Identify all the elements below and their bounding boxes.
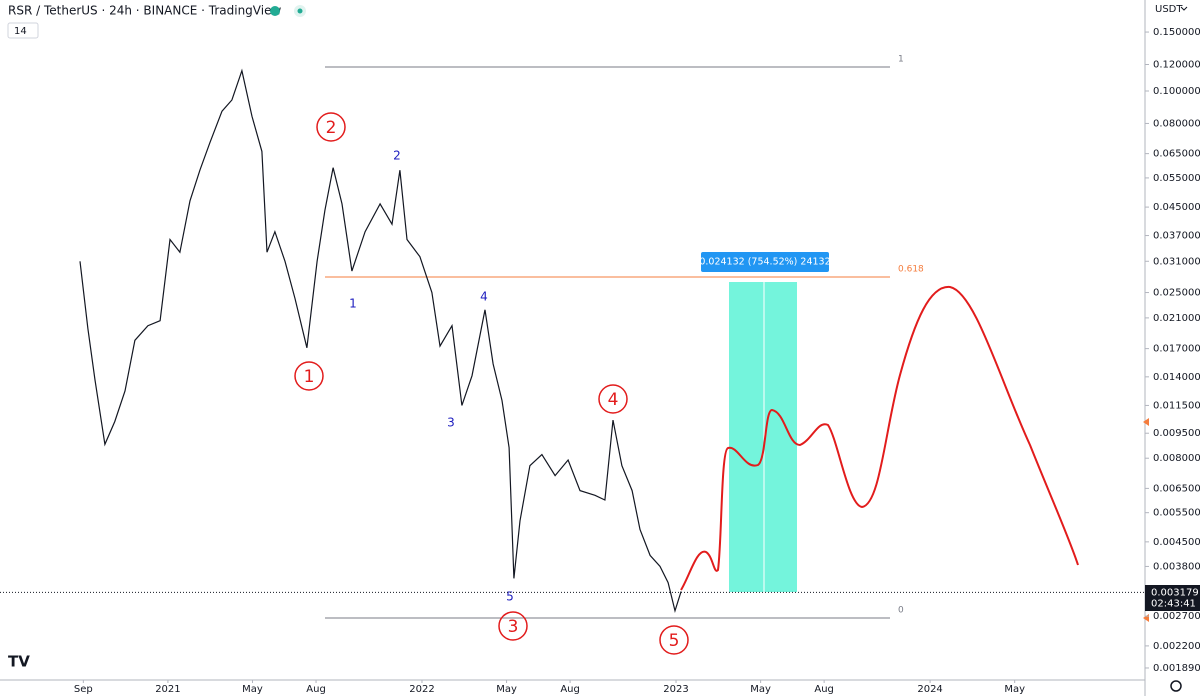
measure-label: 0.024132 (754.52%) 24132 [699,257,830,268]
x-tick-label: Aug [814,684,834,695]
currency-caret [1180,6,1188,11]
symbol-title[interactable]: RSR / TetherUS · 24h · BINANCE · Trading… [8,4,281,18]
y-tick-label: 0.150000 [1153,27,1200,38]
projection-path [680,285,1079,591]
wave-circle [316,112,346,142]
indicator-value: 14 [14,26,27,37]
market-status [270,6,280,16]
x-tick-label: 2023 [663,684,688,695]
y-tick-label: 0.005500 [1153,508,1200,519]
wave-major-label: 2 [326,118,337,138]
y-tick-label: 0.001890 [1153,663,1200,674]
x-tick-label: 2024 [917,684,942,695]
measure-box [729,282,797,592]
wave-minor-label: 1 [349,297,357,311]
fib-label: 0 [898,606,904,616]
y-tick-label: 0.021000 [1153,313,1200,324]
x-tick-label: May [750,684,771,695]
y-tick-label: 0.014000 [1153,372,1200,383]
y-tick-label: 0.100000 [1153,86,1200,97]
wave-minor-label: 2 [393,149,401,163]
x-tick-label: Aug [306,684,326,695]
y-tick-label: 0.006500 [1153,483,1200,494]
last-price-box [1145,585,1200,611]
y-tick-label: 0.011500 [1153,400,1200,411]
wave-minor-label: 3 [447,416,455,430]
wave-major-label: 3 [508,617,519,637]
y-tick-label: 0.080000 [1153,118,1200,129]
x-tick-label: 2022 [409,684,434,695]
y-tick-label: 0.008000 [1153,453,1200,464]
x-tick-label: Aug [560,684,580,695]
wave-circle [598,384,628,414]
y-tick-label: 0.065000 [1153,149,1200,160]
wave-circle [659,625,689,655]
y-tick-label: 0.025000 [1153,288,1200,299]
y-tick-label: 0.002700 [1153,611,1200,622]
wave-circle [498,611,528,641]
y-tick-label: 0.009500 [1153,428,1200,439]
y-tick-label: 0.120000 [1153,59,1200,70]
wave-minor-label: 5 [506,590,514,604]
x-tick-label: May [496,684,517,695]
alert-marker [1143,418,1149,426]
wave-circle [294,361,324,391]
wave-major-label: 5 [669,631,680,651]
wave-major-label: 1 [304,367,315,387]
wave-minor-label: 4 [480,290,488,304]
last-price-label: 0.003179 [1151,587,1199,598]
measure-label-box [701,252,829,272]
y-tick-label: 0.002200 [1153,641,1200,652]
fib-label: 1 [898,55,904,65]
indicator-box[interactable] [7,22,39,39]
currency-selector[interactable]: USDT [1155,4,1183,15]
y-tick-label: 0.045000 [1153,202,1200,213]
wave-labels: 1 2 3 4 5 1 2 3 4 5 [294,112,689,655]
y-tick-label: 0.055000 [1153,173,1200,184]
price-line [79,68,682,614]
settings-icon[interactable] [1170,680,1182,692]
x-tick-label: May [1004,684,1025,695]
y-tick-label: 0.037000 [1153,231,1200,242]
logo: TV [8,653,30,671]
x-tick-label: May [242,684,263,695]
x-tick-label: Sep [74,684,93,695]
y-tick-label: 0.017000 [1153,344,1200,355]
y-tick-label: 0.031000 [1153,256,1200,267]
fib-label: 0.618 [898,265,924,275]
status-dot [297,8,303,14]
countdown: 02:43:41 [1151,598,1196,609]
y-tick-label: 0.003800 [1153,561,1200,572]
y-tick-label: 0.004500 [1153,537,1200,548]
wave-major-label: 4 [608,390,619,410]
x-tick-label: 2021 [155,684,180,695]
